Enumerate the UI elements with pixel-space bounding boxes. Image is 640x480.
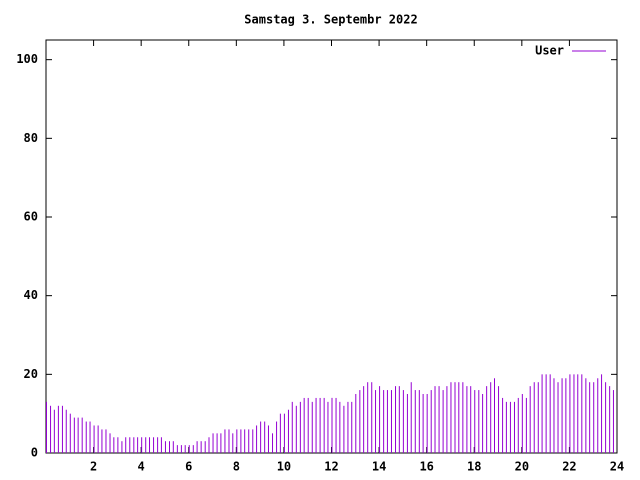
chart-title: Samstag 3. Septembr 2022 xyxy=(244,13,417,27)
x-tick-label: 2 xyxy=(90,460,97,474)
x-tick-label: 12 xyxy=(324,460,338,474)
legend-label: User xyxy=(535,44,564,58)
x-tick-label: 4 xyxy=(138,460,145,474)
x-tick-label: 14 xyxy=(372,460,386,474)
y-tick-label: 60 xyxy=(24,210,38,224)
y-tick-label: 40 xyxy=(24,288,38,302)
y-tick-label: 20 xyxy=(24,367,38,381)
x-tick-label: 10 xyxy=(277,460,291,474)
x-tick-label: 6 xyxy=(185,460,192,474)
y-tick-label: 80 xyxy=(24,131,38,145)
y-tick-label: 100 xyxy=(16,52,38,66)
x-tick-label: 8 xyxy=(233,460,240,474)
x-tick-label: 22 xyxy=(562,460,576,474)
x-tick-label: 16 xyxy=(419,460,433,474)
y-tick-label: 0 xyxy=(31,446,38,460)
x-tick-label: 24 xyxy=(610,460,624,474)
x-tick-label: 20 xyxy=(515,460,529,474)
x-tick-label: 18 xyxy=(467,460,481,474)
